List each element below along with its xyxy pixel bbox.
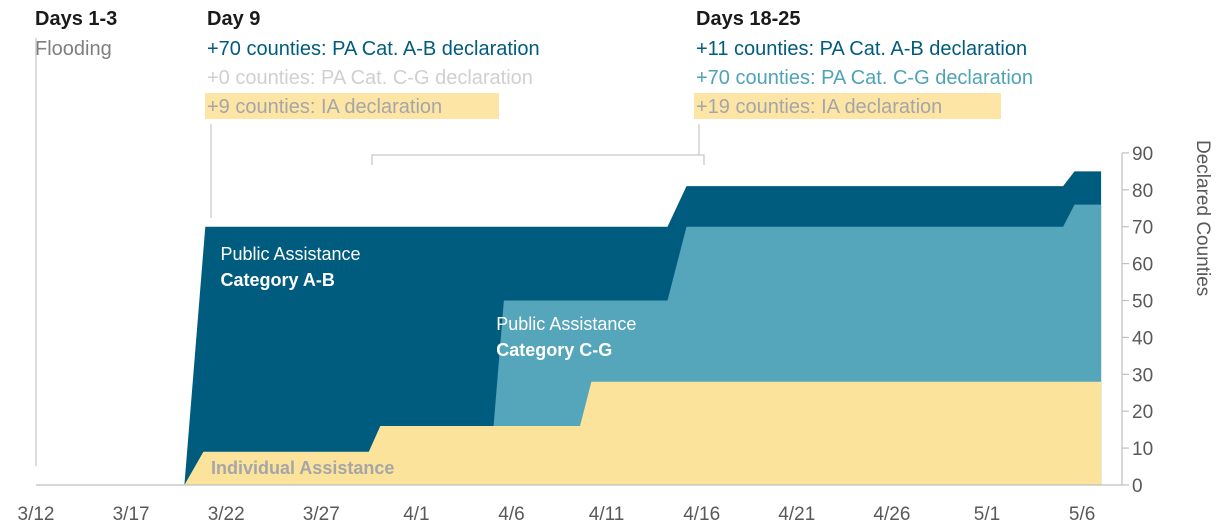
series-label-1-line2: Category C-G: [496, 340, 612, 360]
annotation-line-day9-cg: +0 counties: PA Cat. C-G declaration: [207, 67, 533, 89]
x-tick-label: 3/17: [113, 504, 150, 525]
y-tick-label: 40: [1132, 328, 1153, 349]
annotation-line-day9-ia: +9 counties: IA declaration: [207, 96, 442, 118]
annotation-connectors: [35, 38, 705, 466]
x-tick-label: 4/6: [498, 504, 524, 525]
annotation-title-days-18-25: Days 18-25: [696, 8, 801, 30]
x-tick-label: 5/1: [974, 504, 1000, 525]
y-tick-label: 0: [1132, 476, 1143, 497]
x-tick-label: 4/1: [403, 504, 429, 525]
series-label-1-line1: Public Assistance: [496, 314, 636, 334]
annotation-title-day-9: Day 9: [207, 8, 260, 30]
annotation-days-1-3: Days 1-3 Flooding: [35, 8, 117, 60]
annotation-line-days18-cg: +70 counties: PA Cat. C-G declaration: [696, 67, 1033, 89]
x-axis: 3/12 3/17 3/22 3/27 4/1 4/6 4/11 4/16 4/21 4/26 5/…: [18, 484, 1122, 525]
series-label-0-line2: Category A-B: [220, 270, 334, 290]
x-tick-label: 3/27: [303, 504, 340, 525]
annotation-days-18-25: Days 18-25 +11 counties: PA Cat. A-B dec…: [694, 8, 1033, 119]
connector-days-18-25-bracket: [371, 154, 705, 165]
series-label-0-line1: Public Assistance: [220, 244, 360, 264]
series-label-2-line1: Individual Assistance: [211, 458, 394, 478]
ia-highlight-days-18-25: [694, 93, 1001, 119]
x-tick-label: 5/6: [1069, 504, 1095, 525]
y-tick-label: 10: [1132, 439, 1153, 460]
annotation-line-flooding: Flooding: [35, 38, 112, 60]
annotation-line-days18-ia: +19 counties: IA declaration: [696, 96, 942, 118]
ia-highlight-day-9: [205, 93, 499, 119]
annotation-line-days18-ab: +11 counties: PA Cat. A-B declaration: [696, 38, 1027, 60]
y-axis-title: Declared Counties: [1192, 140, 1213, 296]
y-tick-label: 50: [1132, 292, 1153, 313]
y-tick-label: 80: [1132, 181, 1153, 202]
y-tick-label: 60: [1132, 255, 1153, 276]
y-tick-label: 20: [1132, 402, 1153, 423]
x-tick-label: 4/16: [683, 504, 720, 525]
y-tick-label: 30: [1132, 365, 1153, 386]
annotation-day-9: Day 9 +70 counties: PA Cat. A-B declarat…: [205, 8, 540, 119]
y-tick-label: 90: [1132, 144, 1153, 165]
x-tick-label: 4/21: [778, 504, 815, 525]
y-tick-label: 70: [1132, 218, 1153, 239]
plot-area: Public Assistance Category A-B Public Assi…: [36, 171, 1102, 485]
x-tick-label: 3/22: [208, 504, 245, 525]
area-individual-assistance: [36, 381, 1102, 485]
y-axis: 0 10 20 30 40 50 60 70 80 90: [1121, 144, 1153, 497]
annotation-title-days-1-3: Days 1-3: [35, 8, 117, 30]
x-tick-label: 3/12: [18, 504, 55, 525]
x-tick-label: 4/11: [589, 504, 625, 525]
annotation-line-day9-ab: +70 counties: PA Cat. A-B declaration: [207, 38, 540, 60]
x-tick-label: 4/26: [873, 504, 910, 525]
